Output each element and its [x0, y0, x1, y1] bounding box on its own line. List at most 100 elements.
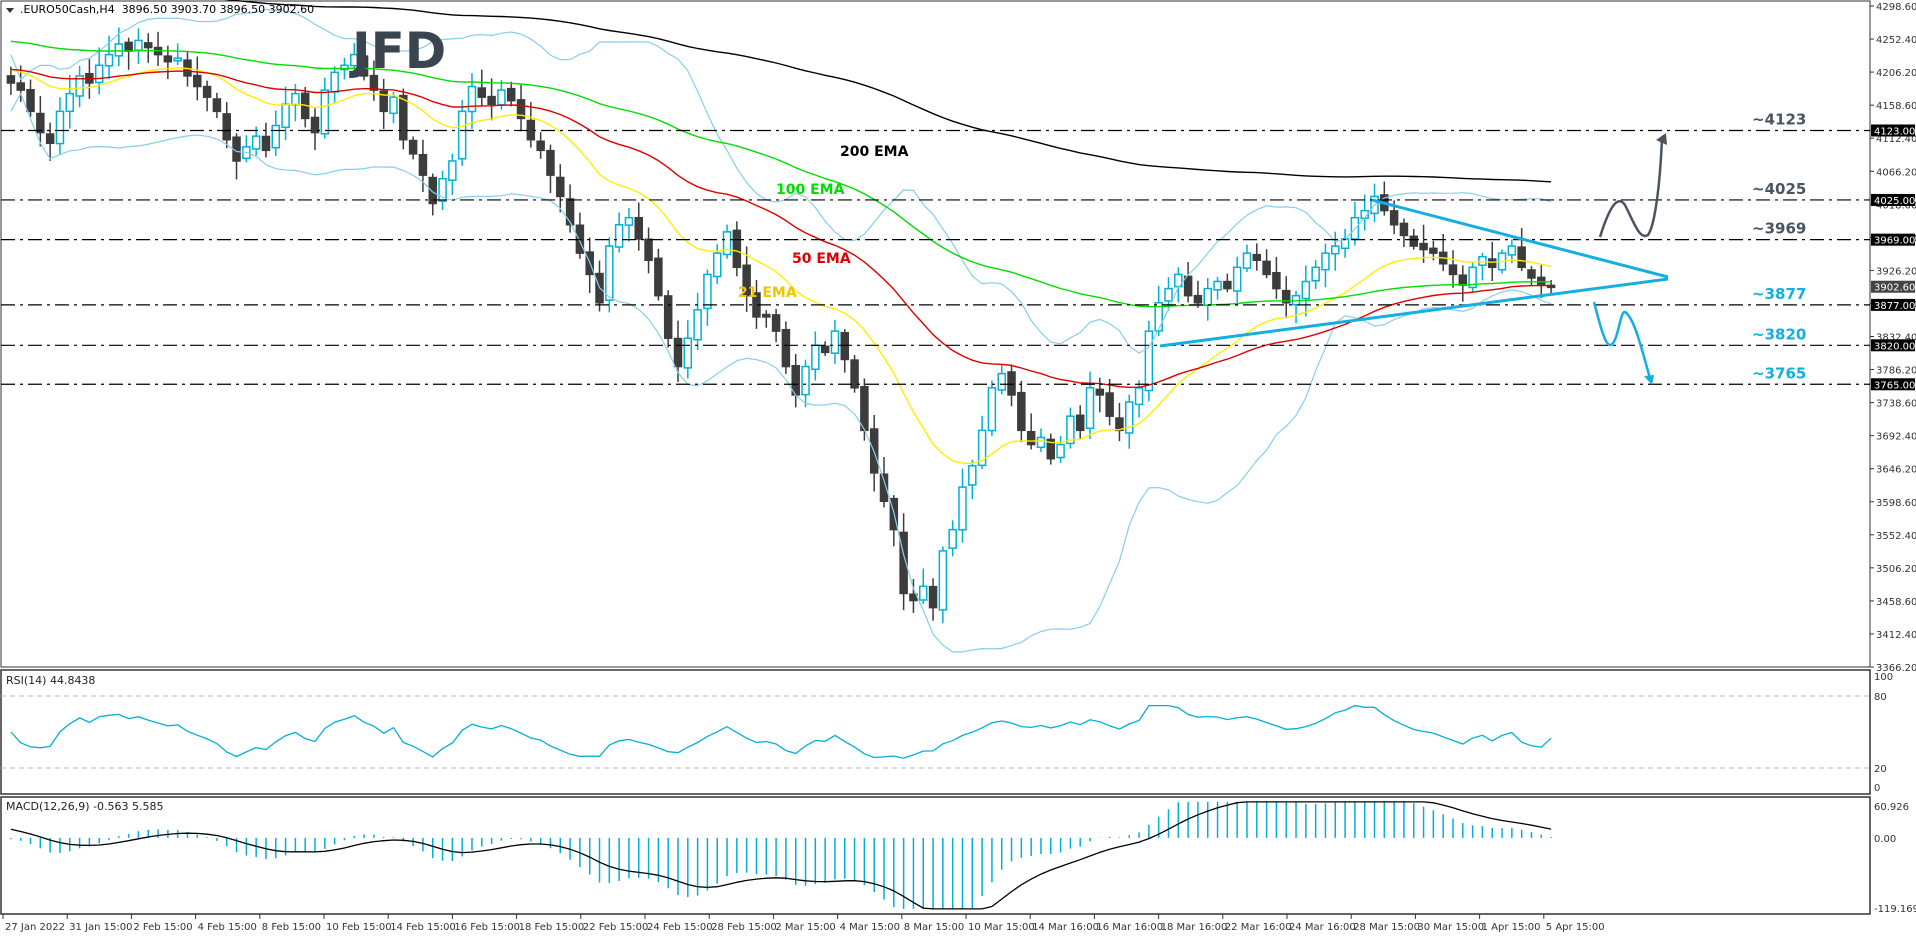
bear-candle [124, 41, 133, 52]
bear-candle [556, 176, 565, 198]
current-price-tag [1871, 280, 1915, 293]
bull-candle [968, 465, 977, 486]
time-tick-label: 22 Feb 15:00 [583, 922, 649, 933]
bull-candle [330, 71, 339, 93]
level-tag-text: 3969.00 [1874, 236, 1915, 247]
ema-annotation: 50 EMA [792, 251, 851, 267]
bull-candle [1242, 252, 1252, 269]
bear-candle [143, 42, 153, 49]
price-tick-label: 3366.20 [1876, 663, 1916, 674]
bull-candle [320, 89, 330, 135]
bull-candle [1331, 245, 1340, 255]
arrow-head-up-icon [1656, 133, 1667, 145]
time-tick-label: 30 Mar 15:00 [1417, 922, 1484, 933]
bearish-scenario-arrow [1592, 301, 1652, 379]
level-tag-text: 4123.00 [1874, 126, 1915, 137]
bear-candle [418, 153, 428, 176]
bull-candle [1468, 266, 1477, 289]
bollinger-upper [10, 8, 1552, 354]
bear-candle [899, 531, 908, 595]
price-tick-label: 3692.40 [1876, 432, 1916, 443]
dropdown-triangle-icon[interactable] [6, 7, 14, 13]
bear-candle [742, 264, 751, 297]
bull-candle [624, 216, 634, 226]
level-label: ~3820 [1752, 325, 1806, 343]
bear-candle [781, 328, 791, 368]
bear-candle [222, 113, 231, 141]
chart-header: .EURO50Cash,H4 3896.50 3903.70 3896.50 3… [6, 3, 314, 16]
logo-text: JFD [349, 22, 446, 80]
bull-candle [55, 110, 65, 145]
bear-candle [202, 85, 212, 98]
bear-candle [1419, 242, 1428, 251]
level-label: ~3969 [1752, 220, 1806, 238]
bear-candle [565, 198, 575, 226]
rsi-level-label: 80 [1874, 692, 1887, 703]
price-tick-label: 3598.60 [1876, 498, 1916, 509]
level-label: ~4123 [1752, 110, 1806, 128]
bull-candle [457, 110, 467, 160]
time-tick-label: 4 Feb 15:00 [198, 922, 257, 933]
bear-candle [879, 473, 889, 503]
time-tick-label: 8 Feb 15:00 [262, 922, 321, 933]
time-tick-label: 14 Mar 16:00 [1032, 922, 1099, 933]
bear-candle [36, 112, 45, 134]
bull-candle [1301, 280, 1311, 300]
time-tick-label: 24 Feb 15:00 [647, 922, 713, 933]
ema-21-line [10, 67, 1552, 465]
bull-candle [712, 252, 722, 278]
bull-candle [1311, 266, 1320, 282]
time-tick-label: 10 Feb 15:00 [326, 922, 392, 933]
bear-candle [644, 238, 653, 261]
macd-signal-line [10, 801, 1552, 910]
bull-candle [1144, 330, 1154, 392]
bear-candle [6, 75, 16, 84]
bear-candle [16, 82, 25, 91]
level-tag-text: 3877.00 [1874, 301, 1915, 312]
bollinger-lower [10, 92, 1552, 653]
rsi-panel-frame [0, 669, 1871, 795]
bear-candle [1448, 264, 1458, 276]
time-tick-label: 22 Mar 16:00 [1225, 922, 1292, 933]
bull-candle [438, 177, 447, 202]
macd-label: MACD(12,26,9) -0.563 5.585 [6, 800, 164, 813]
bull-candle [811, 344, 820, 371]
bear-candle [487, 95, 496, 106]
time-tick-label: 16 Mar 16:00 [1096, 922, 1163, 933]
time-tick-label: 1 Apr 15:00 [1482, 922, 1541, 933]
rsi-line [10, 704, 1552, 759]
bear-candle [379, 90, 388, 113]
bear-candle [506, 87, 516, 102]
ema-50-line [10, 68, 1552, 388]
level-tag [1871, 233, 1915, 246]
level-tag [1871, 339, 1915, 352]
bear-candle [1527, 269, 1536, 279]
level-tag [1871, 124, 1915, 137]
price-tick-label: 4298.60 [1876, 2, 1916, 13]
bear-candle [1272, 272, 1281, 290]
bear-candle [1046, 438, 1056, 460]
time-tick-label: 24 Mar 16:00 [1289, 922, 1356, 933]
time-tick-label: 18 Feb 15:00 [519, 922, 585, 933]
bull-candle [389, 96, 398, 115]
price-tick-label: 4066.20 [1876, 167, 1916, 178]
price-tick-label: 3926.20 [1876, 266, 1916, 277]
ema-100-line [10, 40, 1552, 308]
time-tick-label: 18 Mar 16:00 [1161, 922, 1228, 933]
bull-candle [114, 43, 124, 57]
time-tick-label: 14 Feb 15:00 [390, 922, 456, 933]
bear-candle [634, 216, 644, 240]
level-label: ~3877 [1752, 285, 1806, 303]
price-tick-label: 4252.40 [1876, 35, 1916, 46]
bear-candle [399, 94, 408, 141]
time-tick-label: 2 Feb 15:00 [133, 922, 192, 933]
bull-candle [1066, 415, 1075, 445]
bull-candle [1036, 436, 1046, 448]
bull-candle [614, 224, 624, 248]
bull-candle [948, 528, 957, 549]
bear-candle [408, 139, 418, 155]
bear-candle [1017, 391, 1026, 432]
bear-candle [1517, 246, 1526, 269]
